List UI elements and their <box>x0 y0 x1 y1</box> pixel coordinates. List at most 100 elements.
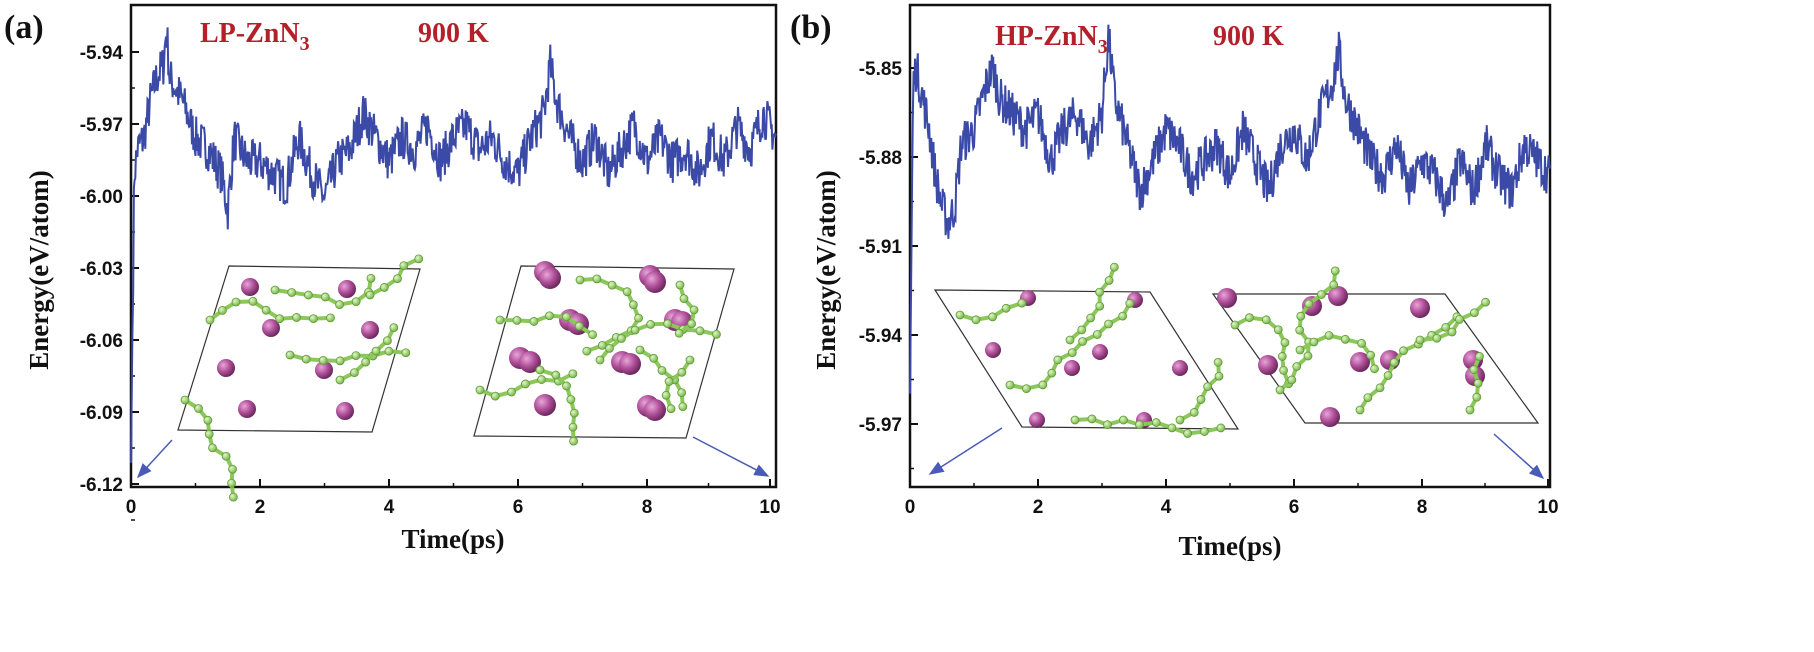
n-atom <box>512 315 522 325</box>
n-atom <box>1167 423 1177 433</box>
n-atom <box>646 320 656 329</box>
n-atom <box>1196 395 1206 404</box>
panel-b-temperature-label: 900 K <box>1213 21 1284 52</box>
n-atom <box>1118 311 1128 321</box>
n-atom <box>712 329 721 339</box>
unit-cell-outline <box>933 289 1240 430</box>
y-tick-label: -6.00 <box>80 187 123 208</box>
n-atom <box>495 315 505 325</box>
panel-b-structure-insets <box>928 262 1545 480</box>
zn-atom <box>336 402 354 420</box>
unit-cell-outline <box>1211 293 1540 424</box>
n-atom <box>270 285 280 295</box>
n-atom <box>1200 427 1209 436</box>
n-chain-bond <box>1074 416 1222 436</box>
n-atom <box>1473 378 1483 388</box>
n-atom <box>379 283 389 292</box>
n-atom <box>551 370 561 380</box>
n-atom <box>634 313 643 323</box>
n-atom <box>1053 355 1063 365</box>
zn-atom <box>619 353 641 375</box>
zn-atom <box>1217 288 1237 308</box>
n-chain-bond <box>579 276 641 353</box>
y-tick-label: -6.09 <box>80 403 123 424</box>
n-atom <box>566 395 576 404</box>
n-atom <box>1067 348 1077 358</box>
n-atom <box>1095 287 1105 297</box>
panel-a-series-line <box>130 27 777 463</box>
zn-atom <box>1172 360 1188 376</box>
panel-b-tag: (b) <box>790 9 832 46</box>
zn-atom <box>315 361 333 379</box>
unit-cell-outline <box>177 265 421 433</box>
n-atom <box>595 355 605 365</box>
n-atom <box>1277 352 1287 361</box>
n-atom <box>1472 392 1482 402</box>
panel-a-y-axis: -5.94 -5.97 -6.00 -6.03 -6.06 -6.09 -6.12 <box>80 43 139 521</box>
n-atom <box>351 297 361 307</box>
panel-b-x-axis-label: Time(ps) <box>1178 531 1281 561</box>
n-atom <box>1261 315 1271 325</box>
n-atom <box>1375 383 1385 393</box>
n-atom <box>389 323 399 333</box>
n-atom <box>228 492 238 502</box>
n-atom <box>1370 364 1379 374</box>
n-atom <box>1086 313 1096 323</box>
n-atom <box>1001 303 1011 313</box>
n-atom <box>1447 327 1457 337</box>
zn-atom <box>241 278 259 296</box>
y-tick-label: -5.88 <box>859 148 902 169</box>
panel-a-temperature-label: 900 K <box>418 18 489 49</box>
n-atom <box>1213 357 1223 367</box>
n-atom <box>1245 313 1254 323</box>
n-chain-bond <box>1358 315 1459 412</box>
pointer-arrow <box>928 427 1003 475</box>
n-atom <box>401 348 411 358</box>
n-atom <box>228 464 237 474</box>
n-atom <box>574 321 584 331</box>
n-atom <box>320 292 330 302</box>
n-atom <box>1092 330 1102 339</box>
y-tick-label: -5.91 <box>859 237 903 258</box>
panel-b-y-axis-label: Energy(eV/atom) <box>811 170 841 369</box>
n-atom <box>205 315 215 325</box>
zn-atom <box>644 399 666 421</box>
zn-atom <box>1320 407 1340 427</box>
zn-atom <box>1258 355 1278 375</box>
n-atom <box>568 369 578 379</box>
y-tick-label: -6.03 <box>80 259 123 280</box>
n-atom <box>1399 346 1408 356</box>
n-atom <box>677 367 687 377</box>
n-atom <box>677 388 687 398</box>
n-atom <box>1183 429 1193 438</box>
n-atom <box>1324 331 1334 340</box>
n-atom <box>1047 368 1057 378</box>
n-atom <box>275 314 285 324</box>
y-tick-label: -5.85 <box>859 59 903 80</box>
n-atom <box>666 404 676 414</box>
panel-a-x-axis: 0 2 4 6 8 10 <box>126 479 781 518</box>
pointer-arrow <box>1493 433 1545 480</box>
n-atom <box>685 355 695 365</box>
n-atom <box>393 274 402 284</box>
n-atom <box>1135 420 1144 430</box>
n-atom <box>1296 311 1306 321</box>
n-atom <box>1469 365 1479 375</box>
n-atom <box>1119 415 1128 425</box>
n-atom <box>335 356 345 366</box>
panel-b-x-axis: 0 2 4 6 8 10 <box>905 479 1559 518</box>
zn-atom <box>534 394 556 416</box>
zn-atom <box>338 280 356 298</box>
zn-atom <box>519 351 541 373</box>
n-atom <box>1151 418 1161 427</box>
n-atom <box>1340 334 1350 344</box>
n-atom <box>689 305 699 315</box>
y-tick-label: -5.94 <box>80 43 124 64</box>
n-atom <box>1366 350 1376 360</box>
n-atom <box>971 315 981 325</box>
n-atom <box>204 429 214 439</box>
panel-a-x-axis-label: Time(ps) <box>401 524 504 554</box>
y-tick-label: -6.12 <box>80 475 123 496</box>
n-atom <box>231 297 241 307</box>
zn-atom <box>238 400 256 418</box>
